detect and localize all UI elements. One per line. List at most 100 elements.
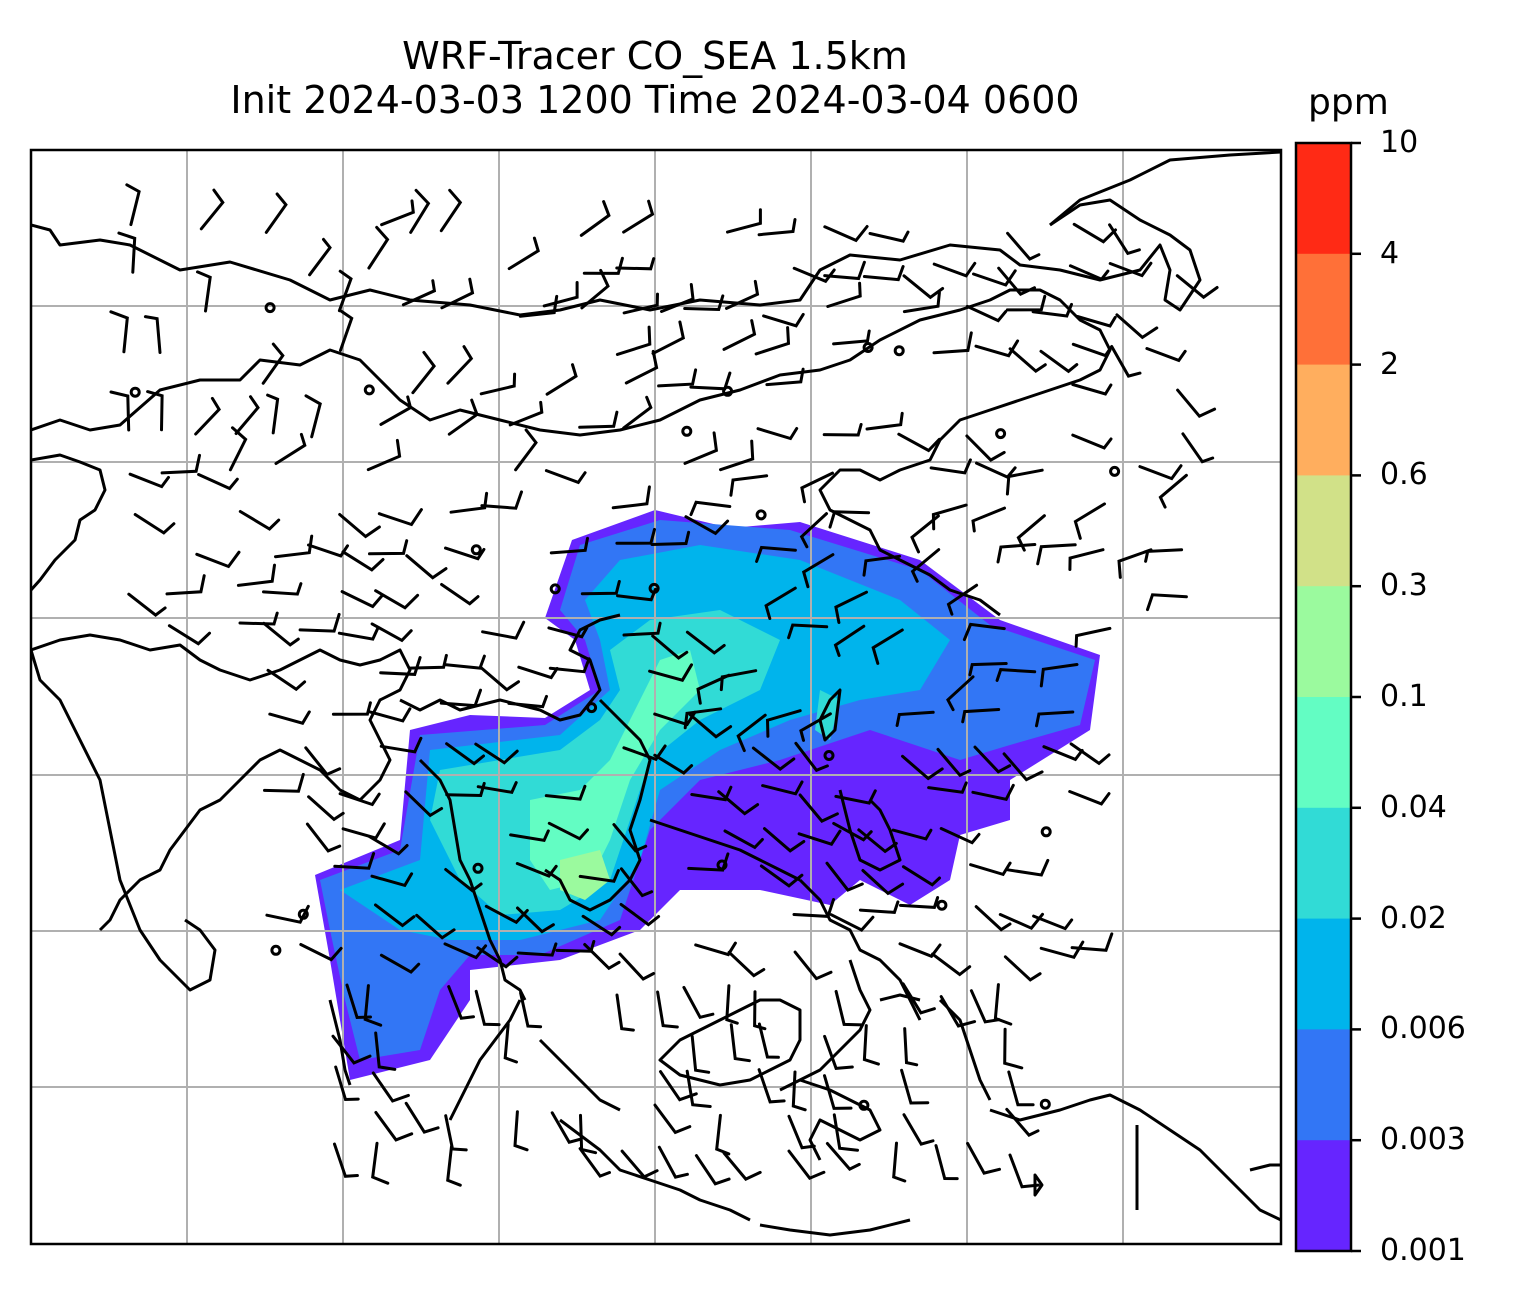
wind-barb: [764, 586, 797, 620]
calm-circle: [936, 899, 948, 911]
wind-barb: [445, 742, 485, 766]
wind-barb: [581, 914, 622, 937]
wind-barb: [901, 982, 936, 1015]
wind-barb: [898, 942, 942, 959]
map-title-line1: WRF-Tracer CO_SEA 1.5km: [402, 34, 908, 78]
calm-circle: [1039, 1098, 1051, 1110]
wind-barb: [717, 790, 760, 816]
wind-barb: [165, 574, 206, 596]
wind-barb: [446, 1145, 462, 1187]
wind-barb: [946, 675, 975, 712]
wind-barb: [685, 1069, 712, 1108]
wind-barb: [333, 852, 376, 870]
colorbar-tick-label: 10: [1380, 125, 1419, 160]
wind-barb: [828, 510, 871, 529]
calm-circle: [472, 862, 484, 874]
wind-barb: [580, 268, 610, 310]
wind-barb: [547, 821, 589, 841]
wind-barb: [476, 946, 519, 969]
calm-circle: [862, 342, 874, 353]
wind-barb: [548, 657, 591, 674]
colorbar-tick-label: 0.04: [1380, 789, 1447, 825]
wind-barb: [823, 225, 869, 243]
wind-barb: [380, 199, 415, 227]
wind-barb: [167, 624, 211, 646]
wind-barb: [993, 983, 1013, 1026]
wind-barb: [439, 688, 482, 708]
wind-barb: [481, 620, 526, 640]
wind-barb: [476, 781, 518, 794]
wind-barb: [615, 993, 635, 1032]
wind-barb: [371, 1141, 390, 1185]
calm-circle: [1040, 826, 1052, 838]
wind-barb: [1036, 543, 1077, 566]
wind-barb: [109, 390, 131, 432]
colorbar-segment: [1296, 1029, 1351, 1141]
calm-circle: [893, 345, 905, 357]
wind-barb: [127, 592, 167, 617]
wind-barb: [479, 372, 517, 396]
wind-barb: [331, 1034, 372, 1065]
wind-barb: [615, 527, 656, 545]
wind-barb: [1008, 1153, 1040, 1189]
wind-barb: [307, 543, 349, 558]
wind-barb: [622, 292, 659, 315]
wind-barb: [238, 611, 279, 626]
wind-barb: [401, 279, 437, 307]
map-body: [31, 150, 1281, 1244]
wind-barb: [1181, 432, 1215, 464]
map-border: [29, 148, 1283, 1246]
wind-barb: [440, 277, 475, 310]
wind-barb: [995, 668, 1037, 682]
wind-barb: [1005, 468, 1044, 496]
wind-barb: [341, 550, 385, 572]
colorbar-tick-label: 0.006: [1380, 1011, 1466, 1047]
wind-barb: [1071, 383, 1113, 396]
wind-barb: [622, 744, 667, 762]
colorbar-segment: [1296, 475, 1351, 587]
wind-barb: [797, 829, 842, 846]
calm-circle: [297, 908, 309, 920]
wind-barb: [868, 230, 910, 243]
wind-barb: [974, 339, 1020, 358]
calm-circle: [363, 384, 375, 396]
wind-barb: [1072, 222, 1117, 244]
wind-barb: [931, 503, 968, 531]
wind-barb: [973, 745, 1012, 774]
wind-barb: [1175, 274, 1219, 300]
calm-circle: [995, 428, 1007, 440]
wind-barb: [823, 1034, 854, 1070]
wind-barb: [895, 710, 935, 727]
wind-barb: [791, 1070, 807, 1112]
wind-barb: [580, 580, 621, 596]
wind-barb: [304, 746, 342, 777]
wind-barb: [440, 583, 480, 606]
wind-barb: [832, 329, 871, 346]
wind-barb: [759, 864, 804, 888]
calm-circle: [470, 544, 482, 556]
wind-barb: [1075, 315, 1117, 328]
wind-barb: [197, 473, 239, 491]
wind-barb: [337, 626, 380, 641]
wind-barb: [446, 345, 474, 385]
wind-barb: [683, 431, 719, 465]
wind-barb: [341, 822, 386, 840]
wind-barb: [891, 828, 933, 841]
wind-barb: [757, 1022, 780, 1059]
wind-barb: [688, 713, 733, 739]
wind-barb: [823, 1074, 853, 1110]
wind-barb: [379, 395, 413, 426]
wind-barb: [1002, 752, 1044, 782]
wind-barb: [690, 785, 733, 802]
wind-barb: [763, 827, 806, 853]
wind-barbs: [109, 183, 1219, 1189]
wind-barb: [1006, 858, 1050, 877]
wind-barb: [404, 1101, 440, 1134]
wind-barb: [379, 656, 422, 676]
wind-barb: [411, 350, 436, 395]
wind-barb: [409, 188, 431, 234]
wind-barb: [480, 490, 523, 510]
wind-barb: [618, 952, 656, 981]
wind-barb: [974, 905, 1012, 932]
wind-barb: [961, 708, 1001, 724]
